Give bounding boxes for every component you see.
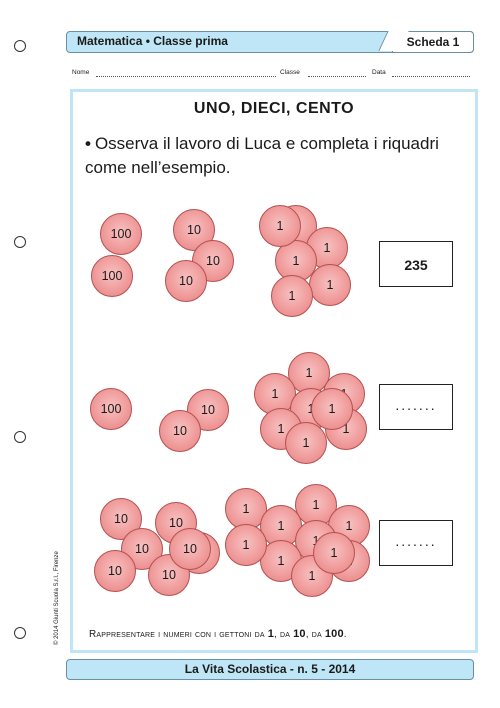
footer-text: La Vita Scolastica - n. 5 - 2014 — [184, 662, 356, 676]
binder-hole — [14, 236, 26, 248]
binder-hole — [14, 40, 26, 52]
coin-1: 1 — [311, 388, 353, 430]
exercise-title: UNO, DIECI, CENTO — [193, 100, 355, 117]
coin-1: 1 — [254, 373, 296, 415]
date-label: Data — [372, 69, 386, 76]
coin-10: 10 — [169, 528, 211, 570]
sheet-label: Scheda 1 — [392, 31, 474, 53]
coin-1: 1 — [259, 205, 301, 247]
bullet-icon: • — [85, 134, 91, 153]
class-field[interactable] — [308, 76, 366, 77]
binder-hole — [14, 627, 26, 639]
exercise-box: UNO, DIECI, CENTO • Osserva il lavoro di … — [70, 89, 478, 653]
coin-100: 100 — [91, 255, 133, 297]
coin-1: 1 — [285, 422, 327, 464]
coin-10: 10 — [173, 209, 215, 251]
student-fields: Nome Classe Data — [72, 69, 472, 79]
coin-100: 100 — [90, 388, 132, 430]
binder-hole — [14, 431, 26, 443]
sheet-number: Scheda 1 — [406, 35, 460, 49]
footnote-number: 100 — [324, 628, 344, 640]
coin-10: 10 — [94, 550, 136, 592]
instruction-text: Osserva il lavoro di Luca e completa i r… — [85, 134, 439, 177]
name-label: Nome — [72, 69, 90, 76]
header-bar: Matematica • Classe prima Scheda 1 — [66, 31, 474, 53]
coin-1: 1 — [225, 524, 267, 566]
coin-10: 10 — [165, 260, 207, 302]
coin-10: 10 — [159, 410, 201, 452]
coin-1: 1 — [271, 275, 313, 317]
class-label: Classe — [280, 69, 300, 76]
instruction: • Osserva il lavoro di Luca e completa i … — [85, 132, 465, 180]
footnote: Rappresentare i numeri con i gettoni da … — [89, 628, 347, 640]
copyright-notice: © 2014 Giunti Scuola S.r.l., Firenze — [54, 551, 60, 645]
coin-1: 1 — [313, 532, 355, 574]
footnote-text: , da — [274, 629, 294, 640]
footnote-text: . — [343, 629, 347, 640]
answer-box: 235 — [379, 241, 453, 287]
coin-1: 1 — [309, 264, 351, 306]
footnote-text: , da — [305, 629, 325, 640]
subject-title: Matematica • Classe prima — [77, 34, 228, 48]
footer-bar: La Vita Scolastica - n. 5 - 2014 — [66, 659, 474, 680]
name-field[interactable] — [96, 76, 276, 77]
footnote-number: 10 — [293, 628, 306, 640]
coin-100: 100 — [100, 213, 142, 255]
date-field[interactable] — [392, 76, 470, 77]
answer-box[interactable]: ....... — [379, 384, 453, 430]
footnote-number: 1 — [267, 628, 275, 640]
answer-box[interactable]: ....... — [379, 520, 453, 566]
footnote-text: Rappresentare i numeri con i gettoni da — [89, 629, 268, 640]
